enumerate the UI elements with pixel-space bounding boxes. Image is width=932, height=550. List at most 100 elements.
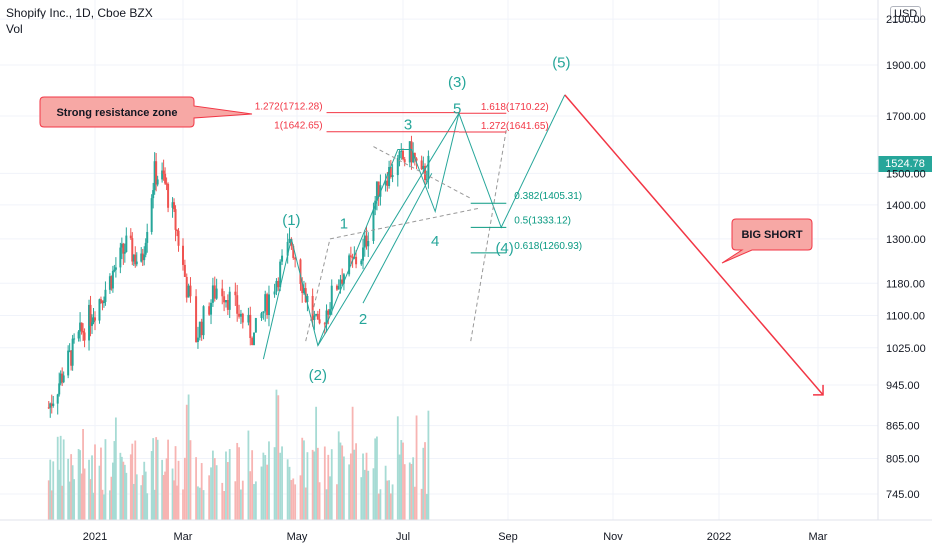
volume-bar [260, 466, 263, 520]
candle-body [62, 375, 65, 383]
candle-body [386, 180, 389, 186]
resistance-callout [39, 96, 253, 128]
candle-body [70, 350, 73, 366]
volume-bar [113, 441, 116, 520]
candle-body [114, 267, 117, 270]
volume-bar [152, 438, 155, 520]
volume-bar [141, 475, 144, 520]
candle-body [410, 141, 413, 163]
candle-body [236, 295, 239, 314]
candle-body [412, 152, 415, 163]
candle-body [167, 183, 170, 208]
volume-bar [174, 446, 177, 520]
annotations: 1.272(1712.28) 1(1642.65) 1.618(1710.22) 1.… [39, 54, 813, 384]
volume-bar [327, 454, 330, 520]
volume-bar [351, 406, 354, 520]
wave-label: 3 [404, 117, 412, 134]
volume-bar [348, 464, 351, 520]
big-short-callout-text: BIG SHORT [741, 229, 802, 241]
candle-body [292, 245, 295, 258]
volume-bar [353, 449, 356, 520]
volume-bar [208, 475, 211, 520]
volume-bar [164, 471, 167, 520]
volume-bar [189, 440, 192, 520]
candle-body [260, 313, 263, 319]
candle-body [135, 261, 138, 265]
candle-body [396, 158, 399, 176]
resistance-callout-text: Strong resistance zone [56, 107, 177, 119]
volume-bar [343, 456, 345, 520]
volume-bar [420, 488, 423, 520]
volume-bar [52, 461, 55, 520]
volume-bar [62, 439, 65, 520]
candle-body [425, 179, 428, 181]
candle-body [427, 155, 430, 180]
volume-bar [88, 459, 90, 520]
candle-body [299, 259, 302, 285]
candle-body [177, 230, 180, 246]
volume-bar [131, 443, 134, 520]
candle-body [79, 322, 82, 332]
wave-label: (5) [552, 54, 570, 71]
volume-bar [281, 446, 283, 520]
volume-bar [355, 443, 357, 520]
volume-bar [425, 493, 428, 520]
subwave-line [362, 173, 433, 304]
volume-bar [427, 410, 430, 520]
symbol-title[interactable]: Shopify Inc., 1D, Cboe BZX [6, 6, 153, 20]
volume-bar [177, 460, 180, 520]
volume-bar [286, 459, 289, 520]
price-tick-label: 805.00 [886, 454, 920, 466]
volume-bar [253, 484, 255, 520]
candle-body [98, 299, 101, 321]
candle-body [327, 310, 330, 315]
candle-body [377, 181, 380, 197]
candle-body [348, 255, 351, 275]
volume-bar [135, 474, 138, 520]
volume-bar [303, 440, 305, 520]
candle-body [241, 313, 244, 323]
fib-retracement-label: 0.382(1405.31) [514, 191, 582, 202]
fib-retracement-label: 0.618(1260.93) [514, 241, 582, 252]
candle-body [176, 229, 179, 231]
candle-body [68, 350, 71, 352]
candle-body [341, 279, 344, 284]
candle-body [129, 235, 132, 239]
volume-bar [132, 483, 135, 520]
volume-bar [61, 485, 64, 520]
candle-body [182, 245, 184, 265]
time-tick-label: Jul [396, 531, 410, 543]
volume-bar [150, 451, 153, 520]
candle-body [71, 338, 74, 366]
volume-bar [91, 455, 93, 520]
volume-bar [251, 450, 254, 520]
volume-bar [315, 406, 318, 520]
volume-bar [254, 481, 257, 520]
volume-bar [316, 447, 319, 520]
wave-label: (3) [448, 74, 466, 91]
candle-body [108, 276, 111, 290]
candle-body [152, 190, 155, 199]
candle-body [318, 319, 321, 324]
volume-bar [262, 452, 265, 520]
candle-body [210, 302, 213, 315]
volume-bar [111, 462, 114, 520]
candle-body [143, 254, 146, 261]
candle-body [122, 243, 125, 254]
candle-body [150, 198, 153, 232]
volume-bar [238, 447, 240, 520]
volume-bar [275, 389, 278, 520]
candle-body [391, 175, 394, 178]
candle-body [239, 313, 242, 317]
candle-body [420, 160, 423, 170]
candle-body [183, 264, 186, 277]
candle-body [155, 161, 158, 185]
fib-extension-label: 1.272(1641.65) [481, 121, 549, 132]
currency-badge[interactable]: USD [890, 6, 922, 22]
wave-projection-line [262, 94, 566, 360]
price-tick-label: 1700.00 [886, 111, 926, 123]
volume-bar [236, 442, 239, 520]
candle-body [388, 166, 391, 186]
dashed-trendline [470, 129, 507, 342]
